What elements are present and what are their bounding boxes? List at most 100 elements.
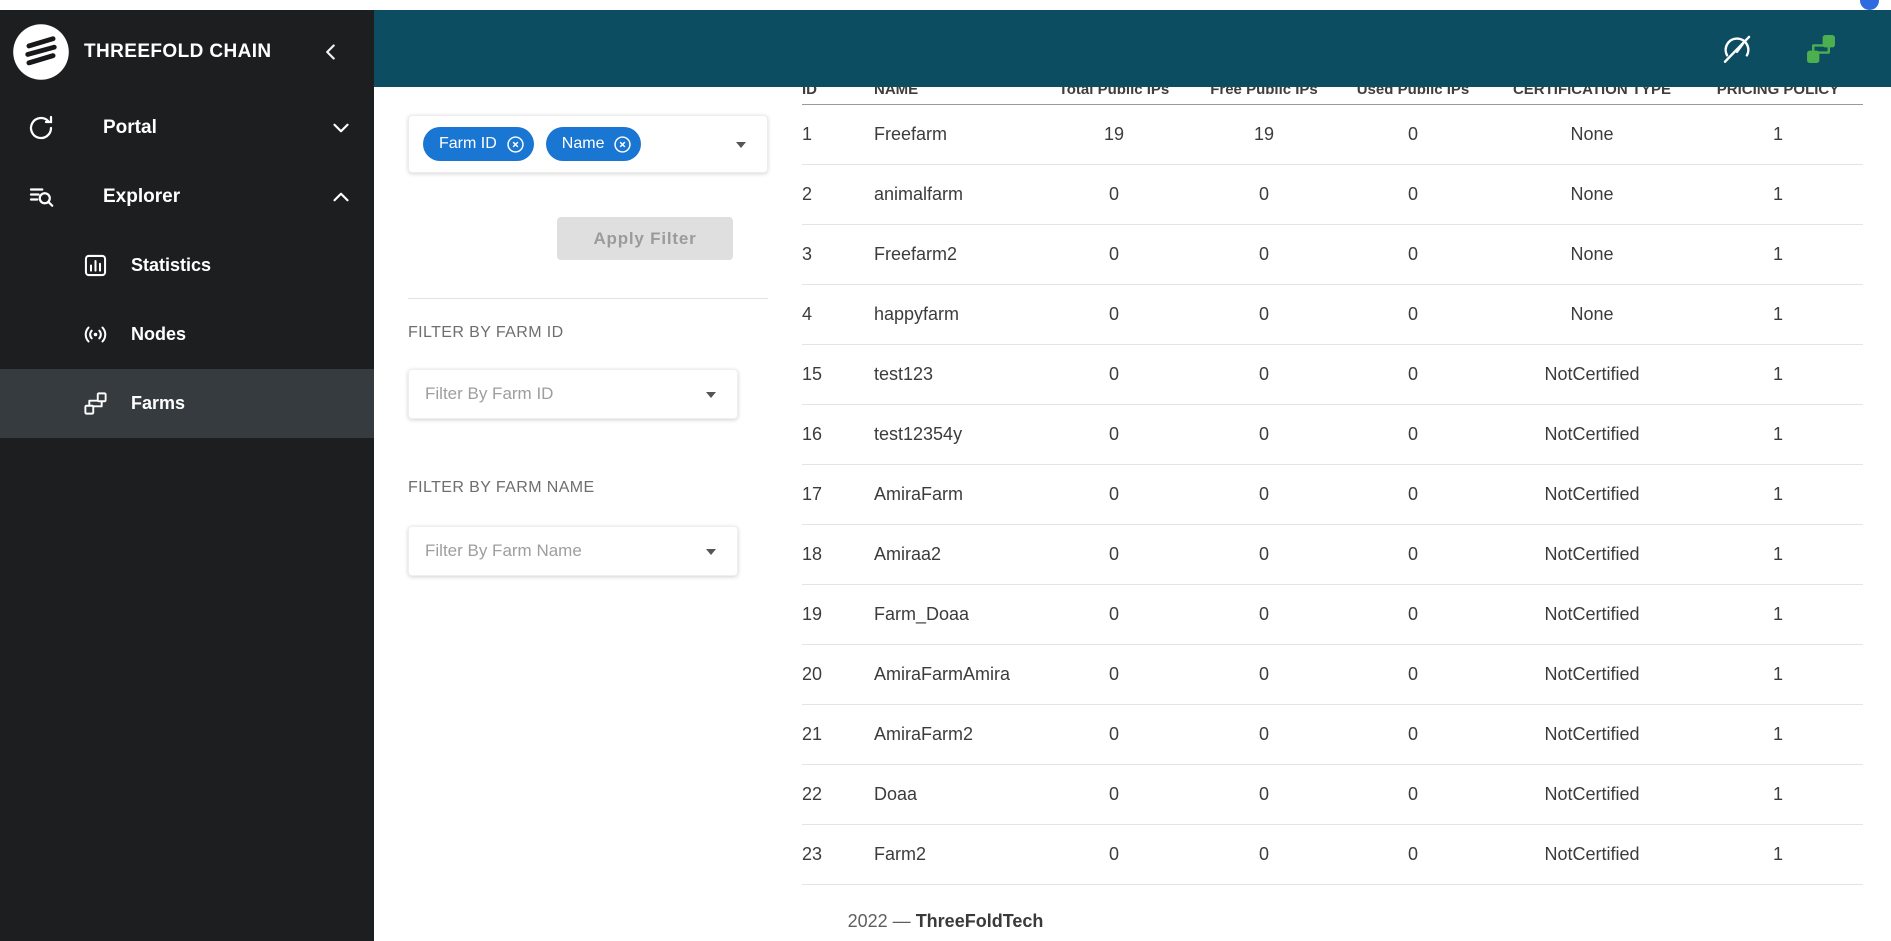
cell-name: AmiraFarmAmira <box>874 664 1011 684</box>
table-row[interactable]: 19 Farm_Doaa 0 0 0 NotCertified 1 <box>802 585 1863 645</box>
cell-used-ips: 0 <box>1407 664 1418 684</box>
cell-pricing: 1 <box>1772 364 1783 384</box>
cell-name: Farm2 <box>874 844 927 864</box>
footer: 2022 — ThreeFoldTech <box>0 911 1891 932</box>
cell-used-ips: 0 <box>1407 484 1418 504</box>
cell-certification: NotCertified <box>1544 844 1640 864</box>
cell-total-ips: 0 <box>1108 664 1119 684</box>
cell-id: 23 <box>802 844 823 864</box>
cell-free-ips: 0 <box>1258 784 1269 804</box>
cell-pricing: 1 <box>1772 484 1783 504</box>
table-row[interactable]: 4 happyfarm 0 0 0 None 1 <box>802 285 1863 345</box>
farms-network-icon <box>82 390 109 417</box>
cell-id: 18 <box>802 544 823 564</box>
cell-certification: NotCertified <box>1544 604 1640 624</box>
cell-total-ips: 0 <box>1108 604 1119 624</box>
table-row[interactable]: 17 AmiraFarm 0 0 0 NotCertified 1 <box>802 465 1863 525</box>
cell-used-ips: 0 <box>1407 364 1418 384</box>
dropdown-caret-icon[interactable] <box>729 132 753 156</box>
collapse-sidebar-icon[interactable] <box>318 39 344 65</box>
cell-certification: None <box>1570 124 1614 144</box>
cell-id: 19 <box>802 604 823 624</box>
apply-filter-button[interactable]: Apply Filter <box>557 217 733 260</box>
cell-certification: None <box>1570 244 1614 264</box>
column-header-total-ips: Total Public IPs <box>1058 87 1170 98</box>
cell-used-ips: 0 <box>1407 724 1418 744</box>
filter-farm-name-select[interactable]: Filter By Farm Name <box>408 526 738 576</box>
filter-chip-name[interactable]: Name <box>545 127 642 161</box>
cell-pricing: 1 <box>1772 244 1783 264</box>
dropdown-caret-icon[interactable] <box>699 382 723 406</box>
cell-certification: NotCertified <box>1544 484 1640 504</box>
gauge-icon[interactable] <box>1720 32 1754 66</box>
table-row[interactable]: 21 AmiraFarm2 0 0 0 NotCertified 1 <box>802 705 1863 765</box>
sidebar: THREEFOLD CHAIN Portal <box>0 10 374 941</box>
cell-free-ips: 0 <box>1258 184 1269 204</box>
cell-pricing: 1 <box>1772 664 1783 684</box>
filter-chip-farm-id[interactable]: Farm ID <box>423 127 534 161</box>
explorer-search-icon <box>26 182 56 212</box>
cell-free-ips: 0 <box>1258 424 1269 444</box>
filter-farm-name-label: FILTER BY FARM NAME <box>408 479 595 496</box>
cell-used-ips: 0 <box>1407 544 1418 564</box>
sidebar-item-label: Nodes <box>131 324 187 344</box>
table-row[interactable]: 15 test123 0 0 0 NotCertified 1 <box>802 345 1863 405</box>
table-row[interactable]: 16 test12354y 0 0 0 NotCertified 1 <box>802 405 1863 465</box>
filter-columns-select[interactable]: Farm ID Name <box>408 115 768 173</box>
sidebar-title: THREEFOLD CHAIN <box>84 40 272 62</box>
chip-label: Name <box>561 135 605 152</box>
close-circle-icon[interactable] <box>612 134 633 155</box>
cell-id: 1 <box>802 124 813 144</box>
column-header-name: NAME <box>874 87 919 98</box>
cell-pricing: 1 <box>1772 604 1783 624</box>
cell-certification: NotCertified <box>1544 424 1640 444</box>
cell-name: animalfarm <box>874 184 964 204</box>
sidebar-header: THREEFOLD CHAIN <box>0 10 374 93</box>
table-body: 1 Freefarm 19 19 0 None 1 2 animalfarm 0… <box>802 105 1863 885</box>
threefold-logo <box>12 23 70 81</box>
table-row[interactable]: 2 animalfarm 0 0 0 None 1 <box>802 165 1863 225</box>
chip-label: Farm ID <box>439 135 497 152</box>
table-row[interactable]: 20 AmiraFarmAmira 0 0 0 NotCertified 1 <box>802 645 1863 705</box>
network-hierarchy-icon[interactable] <box>1804 32 1838 66</box>
column-header-free-ips: Free Public IPs <box>1210 87 1318 98</box>
filter-farm-id-select[interactable]: Filter By Farm ID <box>408 369 738 419</box>
cell-total-ips: 0 <box>1108 484 1119 504</box>
filter-divider <box>408 298 768 299</box>
cell-free-ips: 0 <box>1258 364 1269 384</box>
table-row[interactable]: 18 Amiraa2 0 0 0 NotCertified 1 <box>802 525 1863 585</box>
cell-used-ips: 0 <box>1407 124 1418 144</box>
sidebar-item-explorer[interactable]: Explorer <box>0 162 374 231</box>
sidebar-item-farms[interactable]: Farms <box>0 369 374 438</box>
cell-id: 15 <box>802 364 823 384</box>
cell-name: Farm_Doaa <box>874 604 970 624</box>
top-strip <box>0 0 1891 10</box>
table-row[interactable]: 23 Farm2 0 0 0 NotCertified 1 <box>802 825 1863 885</box>
cell-name: Freefarm2 <box>874 244 958 264</box>
cell-total-ips: 0 <box>1108 784 1119 804</box>
cell-id: 22 <box>802 784 823 804</box>
cell-total-ips: 19 <box>1103 124 1125 144</box>
cell-id: 16 <box>802 424 823 444</box>
cell-pricing: 1 <box>1772 784 1783 804</box>
cell-certification: None <box>1570 184 1614 204</box>
cell-certification: NotCertified <box>1544 784 1640 804</box>
cell-used-ips: 0 <box>1407 844 1418 864</box>
top-right-badge-icon[interactable] <box>1860 0 1879 10</box>
cell-name: Freefarm <box>874 124 948 144</box>
sidebar-item-statistics[interactable]: Statistics <box>0 231 374 300</box>
sidebar-item-portal[interactable]: Portal <box>0 93 374 162</box>
chevron-down-icon <box>328 115 354 141</box>
cell-pricing: 1 <box>1772 304 1783 324</box>
close-circle-icon[interactable] <box>505 134 526 155</box>
main-area: Farm ID Name <box>374 10 1891 941</box>
cell-free-ips: 19 <box>1253 124 1275 144</box>
sidebar-item-nodes[interactable]: Nodes <box>0 300 374 369</box>
table-row[interactable]: 1 Freefarm 19 19 0 None 1 <box>802 105 1863 165</box>
cell-total-ips: 0 <box>1108 544 1119 564</box>
cell-free-ips: 0 <box>1258 844 1269 864</box>
dropdown-caret-icon[interactable] <box>699 539 723 563</box>
table-row[interactable]: 3 Freefarm2 0 0 0 None 1 <box>802 225 1863 285</box>
table-row[interactable]: 22 Doaa 0 0 0 NotCertified 1 <box>802 765 1863 825</box>
cell-name: Doaa <box>874 784 918 804</box>
